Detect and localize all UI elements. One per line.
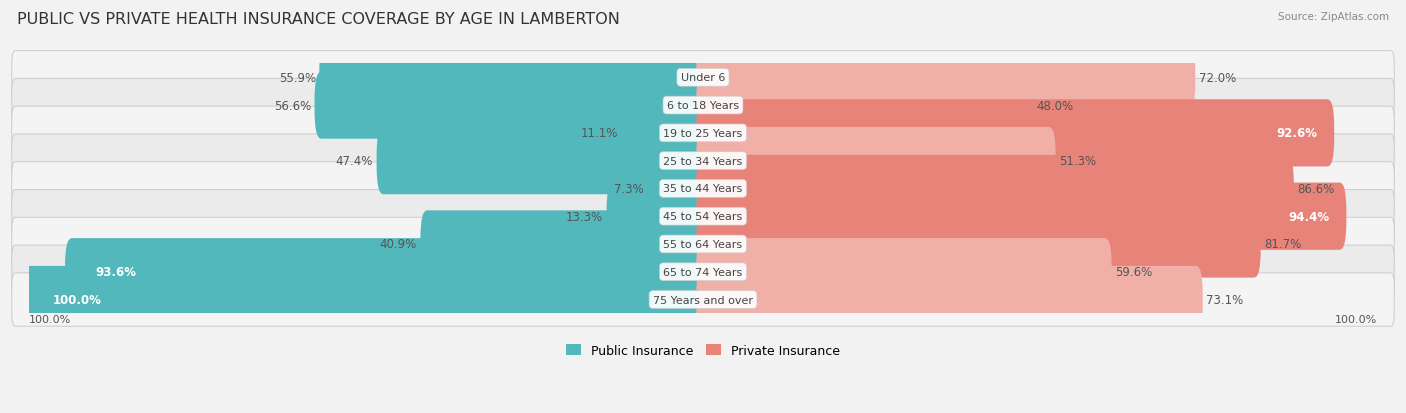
FancyBboxPatch shape (696, 45, 1195, 112)
Text: 48.0%: 48.0% (1036, 100, 1074, 112)
Text: Under 6: Under 6 (681, 73, 725, 83)
Text: 56.6%: 56.6% (274, 100, 311, 112)
Text: 6 to 18 Years: 6 to 18 Years (666, 101, 740, 111)
Text: 72.0%: 72.0% (1199, 71, 1236, 85)
FancyBboxPatch shape (377, 128, 710, 195)
FancyBboxPatch shape (319, 45, 710, 112)
Text: 7.3%: 7.3% (614, 183, 644, 195)
Text: 94.4%: 94.4% (1288, 210, 1330, 223)
Legend: Public Insurance, Private Insurance: Public Insurance, Private Insurance (561, 339, 845, 362)
Text: 65 to 74 Years: 65 to 74 Years (664, 267, 742, 277)
FancyBboxPatch shape (11, 135, 1395, 188)
FancyBboxPatch shape (696, 72, 1033, 139)
FancyBboxPatch shape (11, 107, 1395, 160)
Text: 100.0%: 100.0% (1336, 314, 1378, 324)
Text: 51.3%: 51.3% (1059, 155, 1097, 168)
Text: 55 to 64 Years: 55 to 64 Years (664, 240, 742, 249)
FancyBboxPatch shape (315, 72, 710, 139)
Text: 100.0%: 100.0% (52, 293, 101, 306)
Text: Source: ZipAtlas.com: Source: ZipAtlas.com (1278, 12, 1389, 22)
Text: 45 to 54 Years: 45 to 54 Years (664, 212, 742, 222)
Text: 13.3%: 13.3% (567, 210, 603, 223)
FancyBboxPatch shape (11, 52, 1395, 105)
FancyBboxPatch shape (11, 245, 1395, 299)
FancyBboxPatch shape (606, 183, 710, 250)
FancyBboxPatch shape (65, 239, 710, 306)
FancyBboxPatch shape (696, 128, 1056, 195)
FancyBboxPatch shape (647, 155, 710, 223)
Text: 100.0%: 100.0% (28, 314, 70, 324)
Text: PUBLIC VS PRIVATE HEALTH INSURANCE COVERAGE BY AGE IN LAMBERTON: PUBLIC VS PRIVATE HEALTH INSURANCE COVER… (17, 12, 620, 27)
FancyBboxPatch shape (696, 183, 1347, 250)
Text: 35 to 44 Years: 35 to 44 Years (664, 184, 742, 194)
Text: 73.1%: 73.1% (1206, 293, 1243, 306)
Text: 92.6%: 92.6% (1277, 127, 1317, 140)
Text: 11.1%: 11.1% (581, 127, 619, 140)
FancyBboxPatch shape (420, 211, 710, 278)
Text: 19 to 25 Years: 19 to 25 Years (664, 128, 742, 138)
FancyBboxPatch shape (11, 218, 1395, 271)
FancyBboxPatch shape (11, 79, 1395, 133)
Text: 47.4%: 47.4% (336, 155, 373, 168)
Text: 40.9%: 40.9% (380, 238, 418, 251)
FancyBboxPatch shape (11, 162, 1395, 216)
FancyBboxPatch shape (11, 273, 1395, 326)
FancyBboxPatch shape (696, 239, 1112, 306)
Text: 25 to 34 Years: 25 to 34 Years (664, 156, 742, 166)
FancyBboxPatch shape (696, 266, 1202, 333)
Text: 81.7%: 81.7% (1264, 238, 1302, 251)
FancyBboxPatch shape (11, 190, 1395, 243)
Text: 55.9%: 55.9% (278, 71, 316, 85)
FancyBboxPatch shape (621, 100, 710, 167)
Text: 93.6%: 93.6% (96, 266, 136, 279)
Text: 75 Years and over: 75 Years and over (652, 295, 754, 305)
Text: 86.6%: 86.6% (1298, 183, 1334, 195)
FancyBboxPatch shape (22, 266, 710, 333)
Text: 59.6%: 59.6% (1115, 266, 1153, 279)
FancyBboxPatch shape (696, 211, 1261, 278)
FancyBboxPatch shape (696, 100, 1334, 167)
FancyBboxPatch shape (696, 155, 1294, 223)
